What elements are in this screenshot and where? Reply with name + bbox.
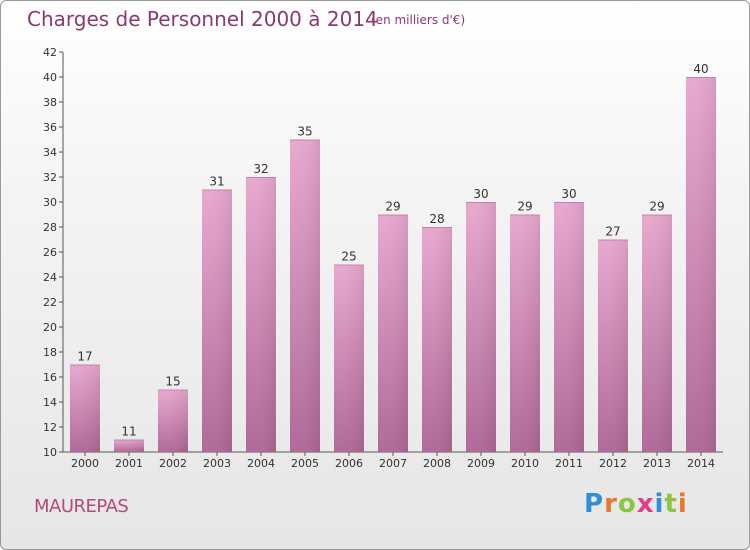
y-tick-label: 30 [43, 196, 57, 209]
logo-letter: P [584, 489, 605, 519]
bar-shade [246, 177, 276, 452]
bar-value-label: 17 [77, 350, 92, 364]
bar-value-label: 32 [253, 162, 268, 176]
y-tick-label: 16 [43, 371, 57, 384]
y-tick-label: 32 [43, 171, 57, 184]
bar-value-label: 31 [209, 175, 224, 189]
bar-value-label: 40 [693, 62, 708, 76]
bar-shade [202, 189, 232, 452]
x-tick-label: 2000 [71, 457, 99, 470]
x-tick-label: 2013 [643, 457, 671, 470]
logo-letter: i [677, 489, 688, 519]
proxiti-logo[interactable]: Proxiti [584, 489, 688, 519]
y-tick-label: 12 [43, 421, 57, 434]
bar-value-label: 27 [605, 225, 620, 239]
bar-value-label: 29 [385, 200, 400, 214]
bar-value-label: 28 [429, 212, 444, 226]
bar-shade [378, 214, 408, 452]
y-tick-label: 22 [43, 296, 57, 309]
bar-value-label: 29 [517, 200, 532, 214]
bar-shade [466, 202, 496, 452]
bar-shade [290, 139, 320, 452]
logo-letter: r [604, 489, 618, 519]
bar-value-label: 30 [473, 187, 488, 201]
x-tick-label: 2004 [247, 457, 275, 470]
bar-shade [114, 439, 144, 452]
x-tick-label: 2005 [291, 457, 319, 470]
logo-letter: t [664, 489, 678, 519]
bar-shade [554, 202, 584, 452]
x-tick-label: 2002 [159, 457, 187, 470]
logo-letter: i [654, 489, 665, 519]
bar-value-label: 25 [341, 250, 356, 264]
city-name: MAUREPAS [34, 496, 129, 517]
bar-shade [642, 214, 672, 452]
bar-shade [158, 389, 188, 452]
x-tick-label: 2012 [599, 457, 627, 470]
y-tick-label: 42 [43, 46, 57, 59]
x-tick-label: 2014 [687, 457, 715, 470]
bar-value-label: 29 [649, 200, 664, 214]
y-tick-label: 28 [43, 221, 57, 234]
logo-letter: x [636, 489, 655, 519]
y-tick-label: 24 [43, 271, 57, 284]
bar-shade [510, 214, 540, 452]
chart-subtitle: (en milliers d'€) [371, 13, 466, 27]
y-tick-label: 18 [43, 346, 57, 359]
bar-value-label: 35 [297, 125, 312, 139]
chart-title: Charges de Personnel 2000 à 2014 [27, 7, 378, 31]
x-tick-label: 2009 [467, 457, 495, 470]
y-tick-label: 26 [43, 246, 57, 259]
bar-value-label: 11 [121, 425, 136, 439]
y-tick-label: 20 [43, 321, 57, 334]
x-tick-label: 2003 [203, 457, 231, 470]
bar-shade [334, 264, 364, 452]
bar-shade [70, 364, 100, 452]
y-tick-label: 40 [43, 71, 57, 84]
y-tick-label: 36 [43, 121, 57, 134]
bar-value-label: 15 [165, 375, 180, 389]
x-tick-label: 2006 [335, 457, 363, 470]
bar-shade [686, 77, 716, 452]
bar-shade [598, 239, 628, 452]
y-tick-label: 10 [43, 446, 57, 459]
x-tick-label: 2011 [555, 457, 583, 470]
x-tick-label: 2010 [511, 457, 539, 470]
logo-letter: o [617, 489, 637, 519]
x-tick-label: 2001 [115, 457, 143, 470]
bar-value-label: 30 [561, 187, 576, 201]
x-tick-label: 2008 [423, 457, 451, 470]
y-tick-label: 38 [43, 96, 57, 109]
y-tick-label: 34 [43, 146, 57, 159]
bar-shade [422, 227, 452, 452]
y-tick-label: 14 [43, 396, 57, 409]
x-tick-label: 2007 [379, 457, 407, 470]
